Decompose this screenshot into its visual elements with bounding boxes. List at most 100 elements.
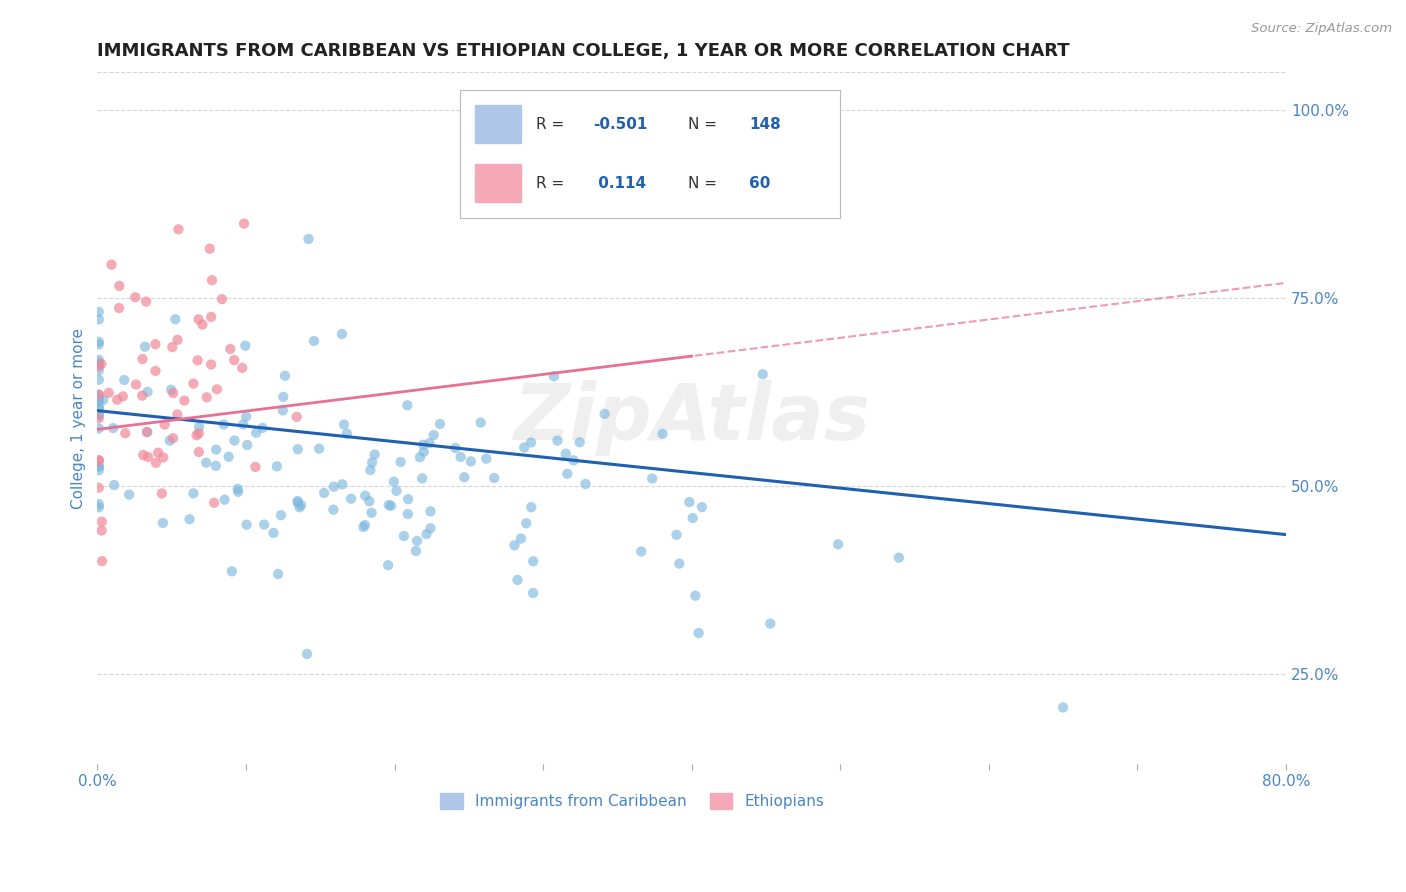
Point [678,495,700,509]
Point [389,455,412,469]
Point [87,395,110,409]
Point [187,353,209,368]
Point [270,508,292,523]
Point [562,453,585,467]
Text: ZipAtlas: ZipAtlas [513,380,870,456]
Point [295,647,318,661]
Point [235,409,257,424]
Point [101,421,124,435]
Point [87,500,110,515]
Point [145,364,167,378]
Point [415,527,437,541]
Point [224,353,246,368]
Point [108,301,131,315]
Point [231,360,253,375]
Point [322,480,344,494]
Point [288,500,311,515]
Point [287,494,309,508]
Point [87,407,110,421]
Point [145,337,167,351]
Point [87,334,110,349]
Point [554,447,576,461]
Point [396,507,419,521]
Point [108,279,131,293]
Point [330,326,353,341]
Point [87,459,110,474]
Point [212,417,235,432]
Point [359,463,381,477]
Point [245,459,267,474]
Point [191,318,214,332]
Point [114,426,136,441]
Point [90,524,112,538]
Point [219,342,242,356]
Point [162,431,184,445]
Point [87,411,110,425]
Point [330,477,353,491]
Point [105,392,128,407]
Point [160,383,183,397]
Point [152,450,174,465]
Point [412,445,434,459]
Point [685,589,707,603]
Point [266,459,288,474]
Point [136,384,159,399]
Point [385,483,408,498]
Point [751,368,773,382]
Point [429,417,451,431]
Point [205,442,228,457]
Point [187,445,209,459]
Point [453,470,475,484]
Point [419,504,441,518]
Point [690,500,713,514]
Point [392,529,415,543]
Point [651,426,673,441]
Point [682,511,704,525]
Point [111,389,134,403]
Point [136,450,159,464]
Point [179,512,201,526]
Point [159,434,181,448]
Point [547,434,569,448]
Point [87,481,110,495]
Point [232,417,254,432]
Point [87,352,110,367]
Point [688,626,710,640]
Point [520,435,543,450]
Point [363,448,385,462]
Point [308,442,330,456]
Point [183,486,205,500]
Point [162,386,184,401]
Point [87,355,110,369]
Point [522,554,544,568]
Point [253,517,276,532]
Point [406,533,429,548]
Point [87,391,110,405]
Point [87,497,110,511]
Point [419,521,441,535]
Point [354,489,377,503]
Point [173,393,195,408]
Point [340,491,363,506]
Point [166,408,188,422]
Point [378,498,401,512]
Point [201,273,224,287]
Point [136,425,159,440]
Point [235,517,257,532]
Point [333,417,356,432]
Point [87,357,110,371]
Legend: Immigrants from Caribbean, Ethiopians: Immigrants from Caribbean, Ethiopians [434,787,831,815]
Point [186,428,208,442]
Point [271,403,294,417]
Point [274,368,297,383]
Point [1052,700,1074,714]
Point [87,421,110,435]
Point [188,420,211,434]
Point [135,294,157,309]
Point [361,455,384,469]
Point [506,573,529,587]
Point [568,435,591,450]
Point [236,438,259,452]
Point [87,359,110,374]
Point [665,528,688,542]
